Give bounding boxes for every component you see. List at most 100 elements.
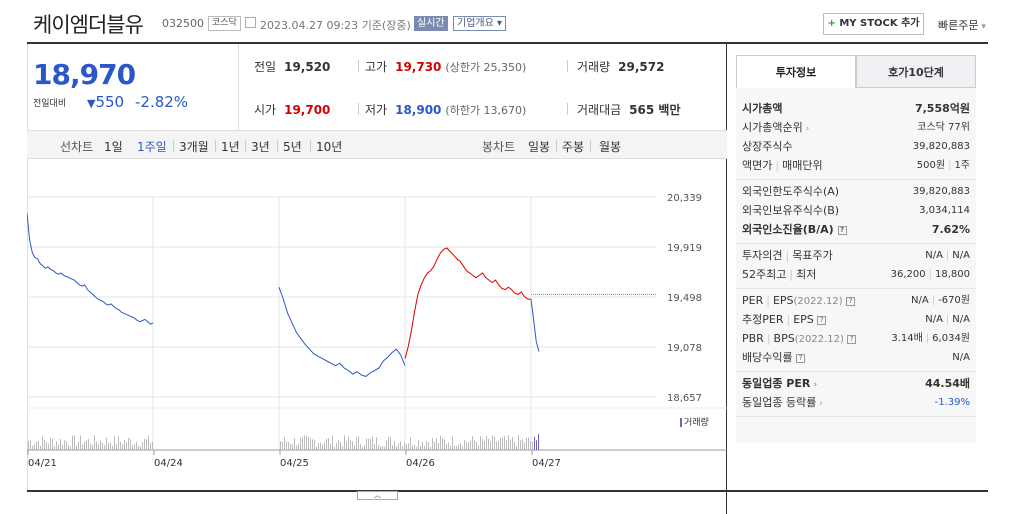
tab-investment-info[interactable]: 투자정보 [736,55,856,88]
volume-bar [366,438,367,450]
info-label-text: 52주최고 [742,268,787,281]
line-chart-label: 선차트 [60,140,94,154]
info-value: 36,200 | 18,800 [891,265,970,284]
help-icon[interactable]: ? [837,225,847,235]
info-label-text: 동일업종 등락률 [742,396,817,409]
volume-bar [434,441,435,450]
period-5year[interactable]: 5년 [283,140,302,154]
volume-bar [44,439,45,450]
info-value-text: 7,558억원 [914,102,970,115]
x-tick-label: 04/27 [532,458,561,469]
volume-bar [522,439,523,450]
company-info-dropdown[interactable]: 기업개요 ▾ [453,16,507,31]
volume-bar [474,440,475,450]
y-tick-label: 20,339 [667,193,702,204]
volume-bar [150,443,151,450]
info-panel-background [736,88,976,443]
separator [245,140,246,152]
period-10year[interactable]: 10년 [316,140,343,154]
volume-bar [384,446,385,450]
volume-bar [464,439,465,450]
volume-bar [530,440,531,450]
info-group: 투자의견 | 목표주가 N/A | N/A 52주최고 | 최저 36,200 | 18,800 [736,244,976,289]
volume-bar [290,443,291,450]
period-3year[interactable]: 3년 [251,140,270,154]
info-label: 외국인소진율(B/A) ? [742,223,847,236]
volume-bar [432,437,433,450]
help-icon[interactable]: ? [846,296,856,306]
info-group: 동일업종 PER › 44.54배 동일업종 등락률 › -1.39% [736,372,976,417]
volume-bar [488,438,489,450]
info-row: 상장주식수 39,820,883 [736,137,976,156]
period-1day[interactable]: 1일 [104,140,123,154]
volume-bar [414,445,415,450]
x-tick-label: 04/26 [406,458,435,469]
candle-monthly[interactable]: 월봉 [599,140,622,154]
quick-order-menu[interactable]: 빠른주문 ▾ [938,19,986,32]
low-price: 저가 18,900 (하한가 13,670) [365,103,527,117]
volume-bar [42,436,43,450]
period-3month[interactable]: 3개월 [179,140,209,154]
price-summary: 18,970 전일대비 ▼550 -2.82% 전일 19,520 고가 19,73… [27,44,727,131]
volume-bar [444,439,445,450]
info-label-secondary: 매매단위 [782,159,823,172]
volume-bar [324,442,325,450]
volume-bar [426,441,427,450]
chevron-right-icon[interactable]: › [810,380,818,390]
volume-bar [302,436,303,450]
help-icon[interactable]: ? [796,353,806,363]
volume-bar [332,435,333,450]
help-icon[interactable]: ? [817,315,827,325]
divider: | [945,314,950,325]
info-value: 코스닥 77위 [917,118,970,137]
tab-order-book[interactable]: 호가10단계 [856,55,976,88]
info-value-secondary: 1주 [954,160,970,171]
divider: | [789,268,794,281]
volume-bar [442,438,443,450]
collapse-chart-button[interactable]: ︿ [357,491,398,500]
volume-bar [412,445,413,450]
info-value: 3.14배 | 6,034원 [891,329,970,348]
chevron-right-icon[interactable]: › [816,399,823,409]
volume-bar [394,441,395,450]
chevron-down-icon: ▾ [978,22,986,32]
volume-bar [304,435,305,450]
info-label-secondary: BPS [773,332,795,345]
volume-bar [440,435,441,450]
chevron-right-icon[interactable]: › [802,124,810,134]
info-label-text: 동일업종 PER [742,377,811,390]
volume-bar [118,436,119,450]
realtime-badge[interactable]: 실시간 [414,16,448,31]
divider: | [766,332,771,345]
volume-bar [492,435,493,450]
volume-bar [70,446,71,450]
volume-bar [438,442,439,450]
volume-bar [538,434,539,450]
period-1year[interactable]: 1년 [221,140,240,154]
separator [358,60,359,72]
info-label-secondary: EPS [772,294,794,307]
period-1week[interactable]: 1주일 [137,140,167,154]
price-chart[interactable]: 20,339 19,919 19,498 19,078 18,657 04/21 04/24… [27,160,727,490]
open-price: 시가 19,700 [254,103,331,117]
volume-bar [500,438,501,450]
help-icon[interactable]: ? [847,334,857,344]
volume-bar [72,435,73,450]
info-value-secondary: 18,800 [935,269,970,280]
y-tick-label: 18,657 [667,393,702,404]
add-my-stock-button[interactable]: + MY STOCK 추가 [823,13,924,35]
volume-bar [346,441,347,450]
info-row: 외국인보유주식수(B) 3,034,114 [736,201,976,220]
volume-bar [416,446,417,450]
volume-bar [380,446,381,450]
volume-bar [66,441,67,450]
divider: | [925,333,930,344]
candle-daily[interactable]: 일봉 [528,140,551,154]
volume-bar [374,444,375,450]
divider: | [928,269,932,280]
volume-bar [504,436,505,450]
volume-bar [104,445,105,450]
info-label: 동일업종 등락률 › [742,396,823,409]
info-row: 외국인한도주식수(A) 39,820,883 [736,182,976,201]
candle-weekly[interactable]: 주봉 [562,140,585,154]
